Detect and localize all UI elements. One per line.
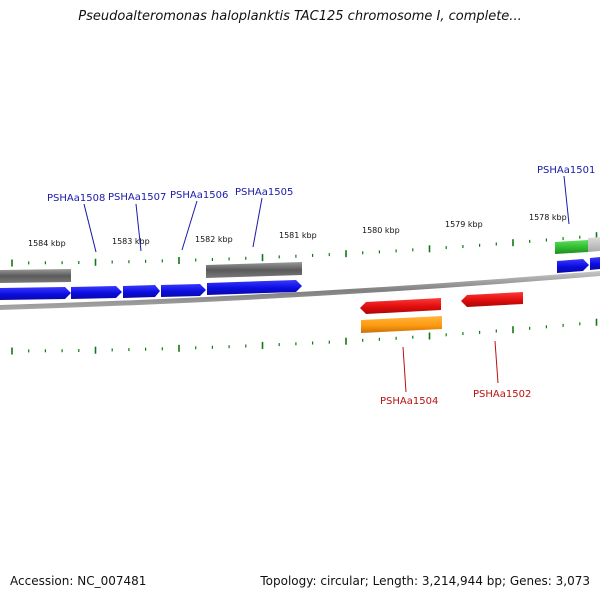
green-feature-block[interactable] [555,240,588,254]
scale-label: 1581 kbp [279,231,317,240]
grey-feature-block[interactable] [0,269,71,283]
gene-arrow-forward[interactable] [207,280,302,295]
accession-text: Accession: NC_007481 [10,574,147,588]
scale-ticks-lower [11,318,598,355]
scale-label: 1579 kbp [445,220,483,229]
orange-feature-block[interactable] [361,316,442,333]
topology-summary: Topology: circular; Length: 3,214,944 bp… [260,574,590,588]
grey-feature-block[interactable] [588,237,600,252]
gene-arrow-forward[interactable] [71,286,122,299]
chromosome-backbone [0,271,600,310]
gene-arrow-forward[interactable] [557,259,589,273]
gene-label-pshaa1508[interactable]: PSHAa1508 [47,193,105,204]
scale-label: 1584 kbp [28,239,66,248]
scale-label: 1580 kbp [362,226,400,235]
gene-label-pshaa1502[interactable]: PSHAa1502 [473,389,531,400]
gene-arrow-reverse[interactable] [461,292,523,307]
gene-label-pshaa1501[interactable]: PSHAa1501 [537,165,595,176]
gene-label-pshaa1507[interactable]: PSHAa1507 [108,192,166,203]
grey-feature-block[interactable] [206,262,302,278]
gene-label-pshaa1506[interactable]: PSHAa1506 [170,190,228,201]
gene-arrow-reverse[interactable] [360,298,441,314]
map-title: Pseudoalteromonas haloplanktis TAC125 ch… [78,9,522,24]
gene-arrow-forward[interactable] [123,285,160,298]
scale-label: 1583 kbp [112,237,150,246]
gene-leader-lines [83,175,570,393]
gene-arrow-forward[interactable] [590,257,600,270]
scale-label: 1578 kbp [529,213,567,222]
gene-arrow-forward[interactable] [0,287,71,300]
gene-label-pshaa1504[interactable]: PSHAa1504 [380,396,438,407]
gene-arrow-forward[interactable] [161,284,206,297]
gene-label-pshaa1505[interactable]: PSHAa1505 [235,187,293,198]
scale-label: 1582 kbp [195,235,233,244]
